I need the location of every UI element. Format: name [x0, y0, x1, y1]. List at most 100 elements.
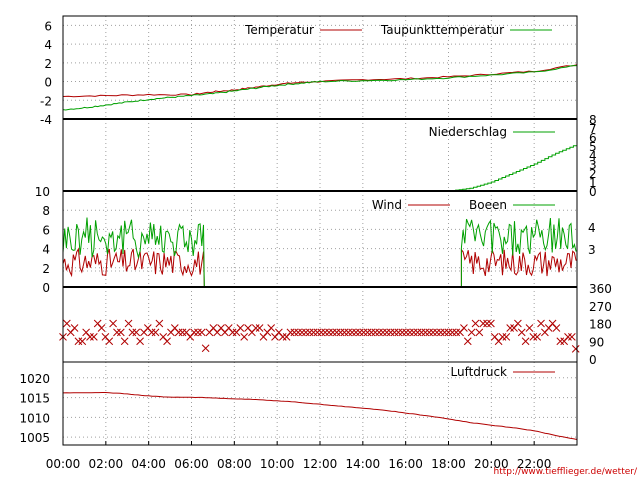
- x-tick-label: 16:00: [388, 457, 423, 471]
- wind-direction-mark: [105, 337, 114, 346]
- wind-direction-mark: [402, 328, 410, 337]
- series-taupunkttemperatur: [62, 65, 578, 111]
- wind-direction-mark: [294, 328, 303, 337]
- wind-direction-mark: [155, 319, 164, 328]
- wind-direction-mark: [463, 337, 472, 346]
- y-tick-label: 4: [42, 243, 50, 257]
- wind-direction-mark: [429, 328, 437, 337]
- wind-direction-mark: [487, 319, 495, 328]
- x-tick-label: 10:00: [260, 457, 295, 471]
- wind-direction-mark: [113, 328, 121, 337]
- wind-direction-mark: [240, 333, 249, 341]
- y-tick-label: 10: [35, 185, 50, 199]
- wind-direction-mark: [255, 324, 264, 332]
- y2-tick-label: 4: [588, 221, 596, 235]
- y-tick-label: 1005: [19, 431, 50, 445]
- wind-direction-mark: [444, 328, 453, 337]
- y-tick-label: 0: [44, 76, 52, 90]
- wind-direction-mark: [514, 319, 522, 328]
- wind-direction-mark: [502, 333, 511, 341]
- wind-direction-mark: [433, 328, 441, 337]
- wind-direction-mark: [136, 337, 144, 346]
- wind-direction-mark: [348, 328, 356, 337]
- wind-direction-mark: [355, 328, 364, 337]
- wind-direction-mark: [236, 324, 245, 332]
- wind-direction-mark: [97, 324, 106, 332]
- y-tick-label: -4: [40, 113, 52, 127]
- y2-tick-label: 8: [589, 113, 597, 127]
- y-tick-label: -2: [40, 94, 52, 108]
- x-tick-label: 20:00: [474, 457, 509, 471]
- wind-direction-mark: [109, 319, 117, 328]
- legend-wind-label: Wind: [372, 198, 402, 212]
- y-tick-label: 6: [42, 223, 50, 237]
- wind-direction-mark: [340, 328, 349, 337]
- legend-boeen-label: Boeen: [469, 198, 507, 212]
- wind-direction-mark: [302, 328, 310, 337]
- y-tick-label: 1015: [19, 392, 50, 406]
- wind-direction-mark: [533, 333, 542, 341]
- wind-direction-mark: [147, 328, 156, 337]
- grid-layer: [63, 16, 577, 445]
- y2-tick-label: 5: [589, 140, 597, 154]
- y2-tick-label: 180: [589, 318, 612, 332]
- wind-direction-mark: [344, 328, 353, 337]
- wind-direction-mark: [336, 328, 345, 337]
- wind-direction-mark: [328, 328, 337, 337]
- y2-tick-label: 360: [589, 282, 612, 296]
- y2-tick-label: 3: [588, 243, 596, 257]
- x-tick-label: 02:00: [89, 457, 124, 471]
- wind-direction-mark: [286, 328, 295, 337]
- wind-direction-mark: [359, 328, 368, 337]
- wind-direction-mark: [251, 324, 260, 332]
- wind-direction-mark: [409, 328, 418, 337]
- wind-direction-mark: [290, 328, 299, 337]
- series-boeen: [62, 217, 205, 288]
- series-wind: [62, 247, 205, 288]
- x-tick-label: 06:00: [174, 457, 209, 471]
- y2-tick-label: 90: [589, 335, 604, 349]
- wind-direction-mark: [475, 328, 484, 337]
- wind-direction-mark: [556, 337, 565, 346]
- x-tick-label: 14:00: [346, 457, 381, 471]
- wind-direction-mark: [70, 324, 79, 332]
- wind-direction-mark: [352, 328, 360, 337]
- legend-niederschlag-label: Niederschlag: [429, 125, 507, 139]
- y-tick-label: 2: [42, 262, 50, 276]
- wind-direction-mark: [440, 328, 449, 337]
- frame-layer: [62, 15, 578, 446]
- wind-direction-mark: [448, 328, 457, 337]
- series-luftdruck: [62, 392, 578, 440]
- wind-direction-mark: [298, 328, 306, 337]
- y2-tick-label: 6: [589, 131, 597, 145]
- wind-direction-mark: [309, 328, 318, 337]
- wind-direction-mark: [479, 319, 488, 328]
- wind-direction-mark: [317, 328, 326, 337]
- wind-direction-mark: [78, 337, 87, 346]
- wind-direction-mark: [128, 328, 137, 337]
- wind-direction-mark: [394, 328, 403, 337]
- wind-direction-mark: [174, 328, 183, 337]
- wind-direction-mark: [379, 328, 387, 337]
- wind-direction-mark: [190, 328, 198, 337]
- y2-tick-label: 2: [589, 167, 597, 181]
- x-tick-label: 08:00: [217, 457, 252, 471]
- wind-direction-mark: [452, 328, 461, 337]
- wind-direction-mark: [529, 333, 538, 341]
- x-tick-label: 12:00: [303, 457, 338, 471]
- wind-direction-mark: [124, 319, 133, 328]
- y-tick-label: 4: [44, 38, 52, 52]
- wind-direction-mark: [325, 328, 333, 337]
- legend-temperatur-label: Temperatur: [244, 23, 314, 37]
- wind-direction-mark: [506, 324, 515, 332]
- wind-direction-mark: [228, 328, 237, 337]
- wind-direction-mark: [471, 319, 480, 328]
- wind-direction-mark: [460, 324, 468, 332]
- y-tick-label: 6: [44, 19, 52, 33]
- wind-direction-mark: [116, 328, 125, 337]
- wind-direction-mark: [313, 328, 322, 337]
- wind-direction-mark: [132, 328, 141, 337]
- wind-direction-mark: [197, 328, 206, 337]
- wind-direction-mark: [571, 345, 580, 353]
